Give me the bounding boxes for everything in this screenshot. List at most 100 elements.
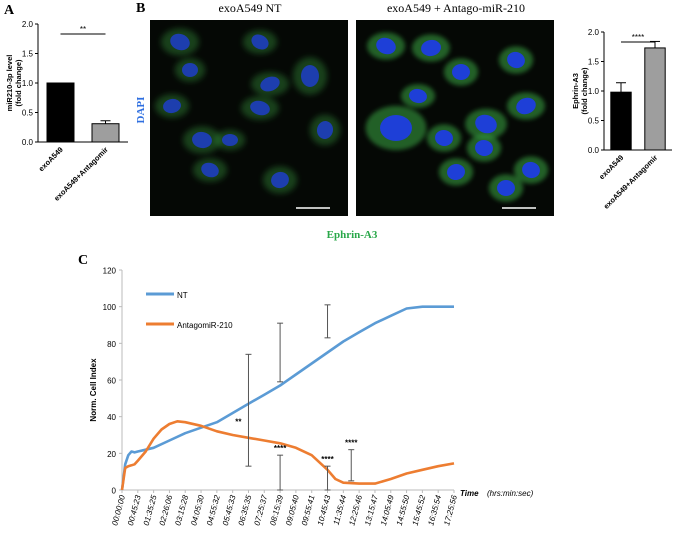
- nucleus: [447, 163, 465, 181]
- nucleus: [409, 88, 427, 104]
- y-tick-label: 0.5: [588, 117, 600, 126]
- significance-label: ****: [345, 439, 358, 448]
- panel-letter-b: B: [136, 1, 145, 16]
- nucleus: [452, 64, 470, 80]
- x-tick-label: 10:45:43: [316, 494, 333, 527]
- micrograph-nt: [150, 20, 348, 216]
- x-tick-label: 17:25:56: [442, 494, 459, 527]
- nucleus: [516, 97, 536, 115]
- nucleus: [250, 100, 270, 116]
- nucleus: [475, 139, 493, 157]
- micro-right-label: exoA549 + Antago-miR-210: [387, 1, 525, 15]
- chart-a: 0.00.51.01.52.0exoA549exoA549+Antagomir*…: [5, 20, 128, 203]
- nucleus: [380, 115, 412, 141]
- x-tick-label: 12:25:46: [347, 494, 364, 527]
- x-tick-label: 16:35:54: [426, 494, 443, 527]
- nucleus: [376, 37, 396, 55]
- x-tick-label: 11:35:44: [332, 494, 349, 526]
- y-tick-label: 1.5: [588, 58, 600, 67]
- y-tick-label: 0: [112, 487, 117, 496]
- nucleus: [192, 131, 212, 149]
- cytoplasm-layer: [154, 28, 341, 194]
- y-tick-label: 60: [107, 377, 116, 386]
- bar: [91, 123, 120, 143]
- x-tick-label: 07:25:37: [252, 494, 269, 527]
- y-tick-label: 0.0: [22, 138, 34, 147]
- x-tick-label: 00:45:23: [126, 494, 143, 527]
- nucleus: [435, 129, 453, 147]
- y-tick-label: 40: [107, 413, 116, 422]
- y-tick-label: 1.0: [22, 79, 34, 88]
- x-tick-label: 15:45:52: [411, 494, 428, 527]
- nucleus: [222, 134, 238, 146]
- nucleus: [271, 171, 289, 189]
- nucleus-layer: [163, 33, 334, 189]
- y-tick-label: 1.5: [22, 50, 34, 59]
- significance-label: ****: [632, 33, 644, 42]
- ephrin-label: Ephrin-A3: [327, 229, 378, 241]
- x-tick-label: 06:35:35: [237, 494, 254, 527]
- nucleus: [522, 161, 540, 179]
- chart-b: 0.00.51.01.52.0exoA549exoA549+Antagomir*…: [571, 28, 672, 211]
- nucleus: [170, 33, 190, 51]
- panel-letter-c: C: [78, 253, 88, 268]
- x-tick-label: 02:26:06: [158, 494, 175, 527]
- y-tick-label: 120: [103, 267, 117, 276]
- nucleus: [475, 114, 497, 134]
- significance-label: **: [80, 25, 86, 34]
- y-tick-label: 2.0: [588, 28, 600, 37]
- micrograph-antagomir: [356, 20, 554, 216]
- nucleus: [201, 162, 219, 178]
- nucleus: [507, 51, 525, 69]
- x-tick-label: 05:45:33: [221, 494, 238, 527]
- nucleus: [260, 76, 280, 92]
- nucleus: [316, 121, 334, 139]
- bar: [644, 47, 666, 151]
- x-axis-label: Time: [460, 489, 479, 498]
- y-tick-label: 20: [107, 450, 116, 459]
- y-axis-label: Norm. Cell Index: [89, 358, 98, 422]
- y-tick-label: 0.0: [588, 146, 600, 155]
- bar: [46, 82, 75, 143]
- x-tick-label: 03:15:28: [173, 494, 190, 527]
- series-line-antagomir: [120, 420, 455, 491]
- x-tick-label: 13:15:47: [363, 494, 380, 527]
- nucleus-layer: [376, 37, 540, 196]
- nucleus: [421, 39, 441, 57]
- y-tick-label: 1.0: [588, 87, 600, 96]
- nucleus: [251, 34, 269, 50]
- dapi-label: DAPI: [135, 97, 147, 124]
- x-tick-label: 04:55:32: [205, 494, 222, 527]
- bar: [610, 91, 632, 151]
- y-tick-label: 100: [103, 303, 117, 312]
- x-tick-label: 01:35:25: [142, 494, 159, 527]
- series-line-nt: [120, 305, 454, 491]
- x-tick-label: exoA549: [37, 145, 65, 173]
- micro-left-label: exoA549 NT: [219, 1, 283, 15]
- nucleus: [182, 63, 198, 77]
- y-tick-label: 2.0: [22, 20, 34, 29]
- y-axis-label: miR210-3p level: [5, 55, 14, 112]
- x-tick-label: 09:55:41: [300, 494, 317, 526]
- x-tick-label: 04:05:30: [189, 494, 206, 527]
- x-axis-label-unit: (hrs:min:sec): [487, 489, 534, 498]
- y-axis-label-unit: (fold change): [580, 67, 589, 115]
- nucleus: [497, 180, 515, 196]
- significance-label: ****: [274, 444, 287, 453]
- x-tick-label: 09:05:40: [284, 494, 301, 527]
- x-tick-label: 14:05:49: [379, 494, 396, 527]
- y-axis-label-unit: (fold change): [14, 59, 23, 107]
- y-tick-label: 80: [107, 340, 116, 349]
- nucleus: [163, 98, 181, 114]
- nucleus: [301, 65, 319, 87]
- x-tick-label: 14:55:50: [395, 494, 412, 527]
- panel-letter-a: A: [4, 3, 15, 18]
- legend-label: NT: [177, 291, 188, 300]
- significance-label: ****: [321, 455, 334, 464]
- legend-label: AntagomiR-210: [177, 321, 233, 330]
- significance-label: **: [235, 417, 242, 426]
- x-tick-label: 08:15:39: [268, 494, 285, 527]
- y-axis-label: Ephrin-A3: [571, 73, 580, 109]
